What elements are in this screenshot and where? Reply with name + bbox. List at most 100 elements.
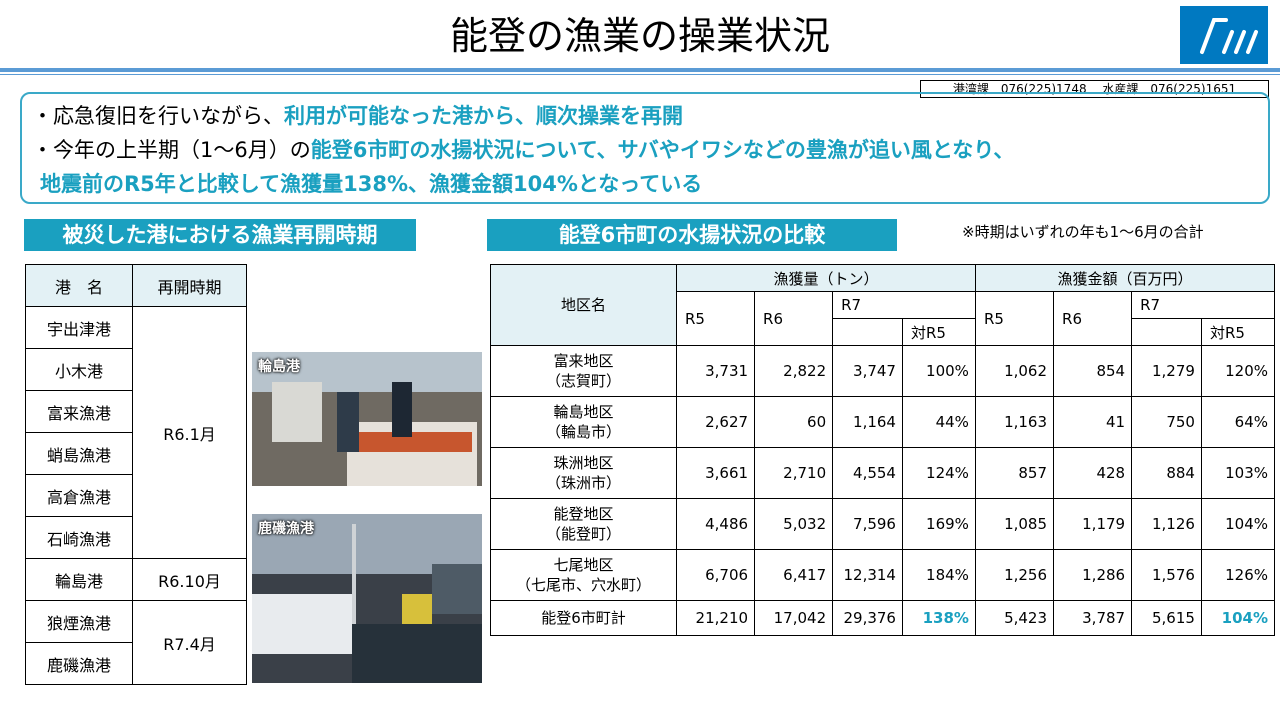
port-name: 宇出津港 — [25, 306, 133, 349]
reopen-time: R6.1月 — [132, 306, 247, 559]
catch-value: 1,164 — [832, 396, 903, 448]
catch-value: 2,627 — [675, 396, 756, 448]
section-heading-landing: 能登6市町の水揚状況の比較 — [487, 219, 897, 251]
value-amount: 41 — [1053, 396, 1133, 448]
value-ratio: 126% — [1200, 549, 1276, 601]
value-amount: 1,085 — [974, 498, 1055, 550]
table-row: 富来地区 （志賀町） 3,731 2,822 3,747 100% 1,062 854 1,27… — [490, 345, 1276, 397]
value-amount: 854 — [1053, 345, 1133, 397]
value-amount: 884 — [1131, 447, 1202, 499]
catch-value: 3,731 — [675, 345, 756, 397]
title-rule-thin — [0, 74, 1280, 75]
catch-value: 21,210 — [675, 600, 756, 636]
value-amount: 1,279 — [1131, 345, 1202, 397]
port-name: 輪島港 — [25, 558, 133, 601]
value-amount: 857 — [974, 447, 1055, 499]
catch-value: 4,486 — [675, 498, 756, 550]
col-header-port: 港 名 — [25, 264, 133, 307]
catch-value: 2,822 — [754, 345, 834, 397]
landing-comparison-table: 地区名 漁獲量（トン） 漁獲金額（百万円） R5 R6 R7 R5 R6 R7 … — [490, 264, 1276, 636]
catch-value: 7,596 — [832, 498, 903, 550]
area-name: 七尾地区 （七尾市、穴水町） — [490, 549, 677, 601]
catch-value: 17,042 — [754, 600, 834, 636]
group-header-catch: 漁獲量（トン） — [675, 264, 976, 292]
port-name: 小木港 — [25, 348, 133, 391]
catch-value: 2,710 — [754, 447, 834, 499]
value-amount: 428 — [1053, 447, 1133, 499]
value-amount: 1,256 — [974, 549, 1055, 601]
photo-label: 鹿磯漁港 — [258, 521, 314, 537]
table-row: 輪島地区 （輪島市） 2,627 60 1,164 44% 1,163 41 750 64% — [490, 396, 1276, 448]
value-amount: 1,062 — [974, 345, 1055, 397]
title-rule — [0, 68, 1280, 72]
ratio-header: 対R5 — [901, 318, 976, 346]
photo-label: 輪島港 — [258, 359, 300, 375]
area-name: 珠洲地区 （珠洲市） — [490, 447, 677, 499]
port-name: 蛸島漁港 — [25, 432, 133, 475]
catch-ratio: 124% — [901, 447, 976, 499]
catch-value: 6,706 — [675, 549, 756, 601]
period-note: ※時期はいずれの年も1～6月の合計 — [962, 223, 1204, 241]
year-header: R6 — [754, 291, 834, 346]
r7-spacer — [1131, 318, 1202, 346]
port-name: 富来漁港 — [25, 390, 133, 433]
col-header-time: 再開時期 — [132, 264, 247, 307]
value-amount: 5,615 — [1131, 600, 1202, 636]
area-name: 輪島地区 （輪島市） — [490, 396, 677, 448]
catch-value: 29,376 — [832, 600, 903, 636]
group-header-value: 漁獲金額（百万円） — [974, 264, 1276, 292]
table-row: 七尾地区 （七尾市、穴水町） 6,706 6,417 12,314 184% 1,256 1,… — [490, 549, 1276, 601]
year-header: R5 — [974, 291, 1055, 346]
photo-kashiso-port: 鹿磯漁港 — [252, 514, 482, 683]
value-amount: 1,286 — [1053, 549, 1133, 601]
reopening-table: 港 名 再開時期 宇出津港 R6.1月 小木港 富来漁港 蛸島漁港 高倉漁港 石崎… — [25, 264, 247, 685]
catch-value: 6,417 — [754, 549, 834, 601]
catch-ratio: 44% — [901, 396, 976, 448]
year-header: R6 — [1053, 291, 1133, 346]
catch-value: 5,032 — [754, 498, 834, 550]
value-ratio: 104% — [1200, 600, 1276, 636]
table-row: 能登地区 （能登町） 4,486 5,032 7,596 169% 1,085 1,179 1,… — [490, 498, 1276, 550]
port-name: 狼煙漁港 — [25, 600, 133, 643]
catch-value: 12,314 — [832, 549, 903, 601]
catch-value: 60 — [754, 396, 834, 448]
col-header-area: 地区名 — [490, 264, 677, 346]
section-heading-reopening: 被災した港における漁業再開時期 — [24, 219, 416, 251]
total-label: 能登6市町計 — [490, 600, 677, 636]
value-ratio: 120% — [1200, 345, 1276, 397]
value-ratio: 64% — [1200, 396, 1276, 448]
port-name: 石崎漁港 — [25, 516, 133, 559]
catch-ratio: 138% — [901, 600, 976, 636]
port-name: 高倉漁港 — [25, 474, 133, 517]
ratio-header: 対R5 — [1200, 318, 1276, 346]
catch-value: 3,747 — [832, 345, 903, 397]
catch-ratio: 184% — [901, 549, 976, 601]
catch-ratio: 169% — [901, 498, 976, 550]
value-ratio: 104% — [1200, 498, 1276, 550]
year-header: R7 — [1131, 291, 1275, 319]
summary-line-3: 地震前のR5年と比較して漁獲量138%、漁獲金額104%となっている — [40, 172, 703, 196]
reopen-time: R7.4月 — [132, 600, 247, 685]
page-title: 能登の漁業の操業状況 — [449, 14, 830, 58]
area-name: 能登地区 （能登町） — [490, 498, 677, 550]
summary-box: ・応急復旧を行いながら、利用が可能なった港から、順次操業を再開 ・今年の上半期（… — [20, 92, 1270, 204]
value-amount: 3,787 — [1053, 600, 1133, 636]
prefecture-logo — [1180, 6, 1268, 64]
catch-value: 3,661 — [675, 447, 756, 499]
table-row: 珠洲地区 （珠洲市） 3,661 2,710 4,554 124% 857 428 884 103… — [490, 447, 1276, 499]
year-header: R7 — [832, 291, 976, 319]
summary-line-1: ・応急復旧を行いながら、利用が可能なった港から、順次操業を再開 — [32, 104, 683, 128]
value-amount: 750 — [1131, 396, 1202, 448]
summary-line-2: ・今年の上半期（1～6月）の能登6市町の水揚状況について、サバやイワシなどの豊漁… — [32, 138, 1015, 162]
value-amount: 1,576 — [1131, 549, 1202, 601]
value-amount: 1,163 — [974, 396, 1055, 448]
reopen-time: R6.10月 — [132, 558, 247, 601]
value-amount: 1,126 — [1131, 498, 1202, 550]
value-ratio: 103% — [1200, 447, 1276, 499]
year-header: R5 — [675, 291, 756, 346]
catch-value: 4,554 — [832, 447, 903, 499]
area-name: 富来地区 （志賀町） — [490, 345, 677, 397]
total-row: 能登6市町計 21,210 17,042 29,376 138% 5,423 3,787 5,… — [490, 600, 1276, 636]
value-amount: 1,179 — [1053, 498, 1133, 550]
photo-wajima-port: 輪島港 — [252, 352, 482, 486]
